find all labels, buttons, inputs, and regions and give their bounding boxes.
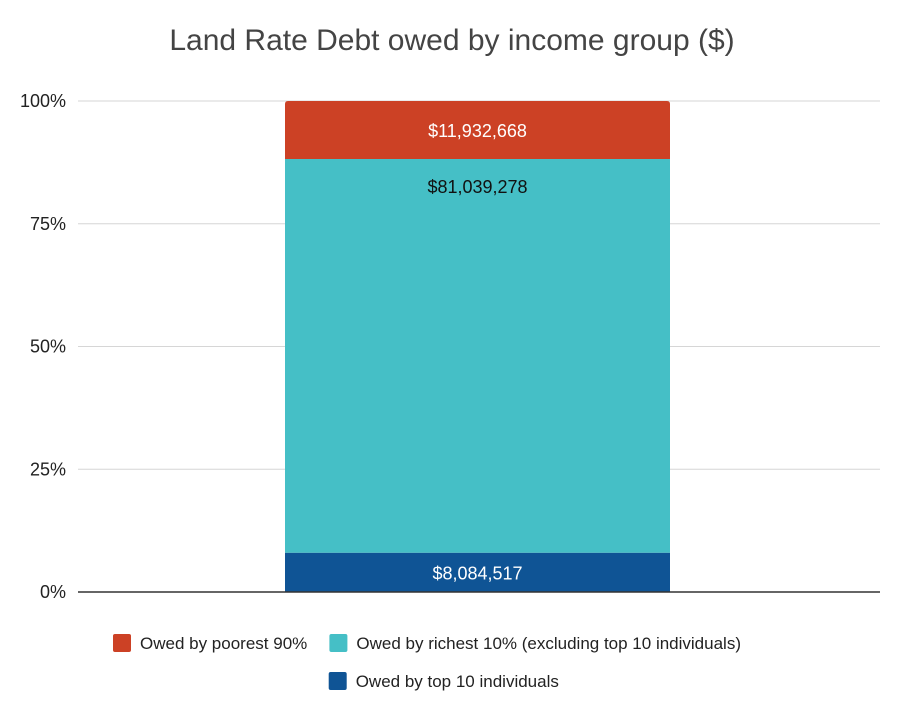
legend-swatch xyxy=(113,634,131,652)
bar-segment-owed-by-richest-10-excluding-top-10-individuals xyxy=(285,158,670,553)
chart-title: Land Rate Debt owed by income group ($) xyxy=(169,24,734,57)
y-tick-label: 75% xyxy=(30,214,66,234)
legend-swatch xyxy=(329,634,348,652)
data-label: $11,932,668 xyxy=(428,121,527,141)
y-axis-ticks: 0% 25% 50% 75% 100% xyxy=(20,91,66,602)
bar-segment-owed-by-poorest-90 xyxy=(285,101,670,159)
legend-label: Owed by top 10 individuals xyxy=(356,672,559,691)
bar-segment-owed-by-top-10-individuals xyxy=(285,552,670,592)
y-tick-label: 25% xyxy=(30,459,66,479)
data-label: $81,039,278 xyxy=(427,177,527,197)
legend-label: Owed by poorest 90% xyxy=(140,634,307,653)
legend-swatch xyxy=(328,672,347,690)
y-tick-label: 100% xyxy=(20,91,66,111)
y-tick-label: 0% xyxy=(40,582,66,602)
y-tick-label: 50% xyxy=(30,337,66,357)
data-label: $8,084,517 xyxy=(432,563,522,583)
legend: Owed by poorest 90% Owed by richest 10% (… xyxy=(113,634,741,691)
bar-stack: $8,084,517 $81,039,278 $11,932,668 xyxy=(285,101,670,592)
legend-label: Owed by richest 10% (excluding top 10 in… xyxy=(356,634,741,653)
